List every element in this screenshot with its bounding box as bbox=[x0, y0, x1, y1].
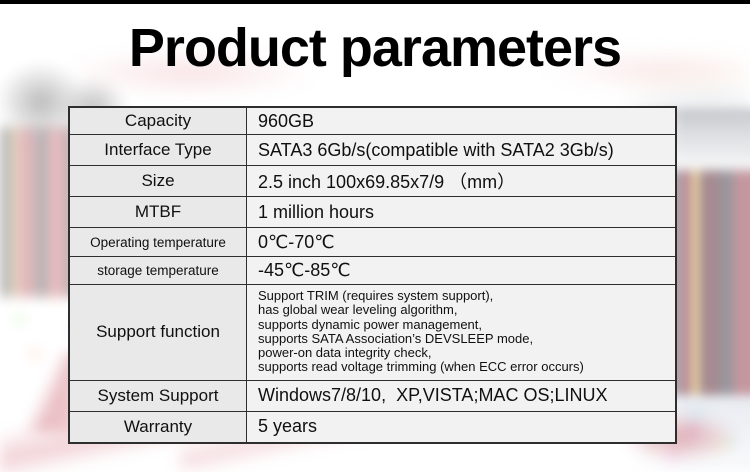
param-label: Operating temperature bbox=[68, 227, 247, 257]
param-label: Size bbox=[68, 165, 247, 197]
param-value: -45℃-85℃ bbox=[246, 256, 677, 285]
param-value: Support TRIM (requires system support), h… bbox=[246, 284, 677, 381]
param-value: SATA3 6Gb/s(compatible with SATA2 3Gb/s) bbox=[246, 134, 677, 166]
table-row: MTBF 1 million hours bbox=[68, 196, 677, 228]
param-value-line: supports SATA Association’s DEVSLEEP mod… bbox=[258, 330, 534, 346]
param-value: 5 years bbox=[246, 410, 677, 444]
page-title: Product parameters bbox=[128, 18, 622, 78]
table-row: Size 2.5 inch 100x69.85x7/9 （mm） bbox=[68, 165, 677, 197]
param-value-line: power-on data integrity check, bbox=[258, 345, 432, 361]
param-label: Support function bbox=[68, 284, 247, 381]
param-label: storage temperature bbox=[68, 256, 247, 285]
param-value-line: supports dynamic power management, bbox=[258, 316, 483, 332]
table-row: System Support Windows7/8/10, XP,VISTA;MA… bbox=[68, 379, 677, 412]
param-label: System Support bbox=[68, 379, 247, 412]
param-value-line: has global wear leveling algorithm, bbox=[258, 302, 458, 318]
param-value: 2.5 inch 100x69.85x7/9 （mm） bbox=[246, 165, 677, 197]
param-value: 1 million hours bbox=[246, 196, 677, 228]
param-value-line: supports read voltage trimming (when ECC… bbox=[258, 359, 584, 375]
param-label: Capacity bbox=[68, 106, 247, 135]
param-label: Warranty bbox=[68, 410, 247, 444]
product-parameters-table: Capacity 960GB Interface Type SATA3 6Gb/s(c… bbox=[68, 106, 677, 444]
table-row: Interface Type SATA3 6Gb/s(compatible wit… bbox=[68, 134, 677, 166]
table-row: Capacity 960GB bbox=[68, 106, 677, 135]
param-value: Windows7/8/10, XP,VISTA;MAC OS;LINUX bbox=[246, 379, 677, 412]
table-row: Warranty 5 years bbox=[68, 410, 677, 444]
param-value-line: Support TRIM (requires system support), bbox=[258, 288, 494, 303]
top-black-bar bbox=[0, 0, 750, 4]
param-label: MTBF bbox=[68, 196, 247, 228]
table-row: Operating temperature 0℃-70℃ bbox=[68, 227, 677, 257]
table-row: storage temperature -45℃-85℃ bbox=[68, 256, 677, 285]
table-row: Support function Support TRIM (requires s… bbox=[68, 284, 677, 381]
param-value: 0℃-70℃ bbox=[246, 227, 677, 257]
param-value: 960GB bbox=[246, 106, 677, 135]
param-label: Interface Type bbox=[68, 134, 247, 166]
table-body: Capacity 960GB Interface Type SATA3 6Gb/s(c… bbox=[68, 106, 677, 444]
